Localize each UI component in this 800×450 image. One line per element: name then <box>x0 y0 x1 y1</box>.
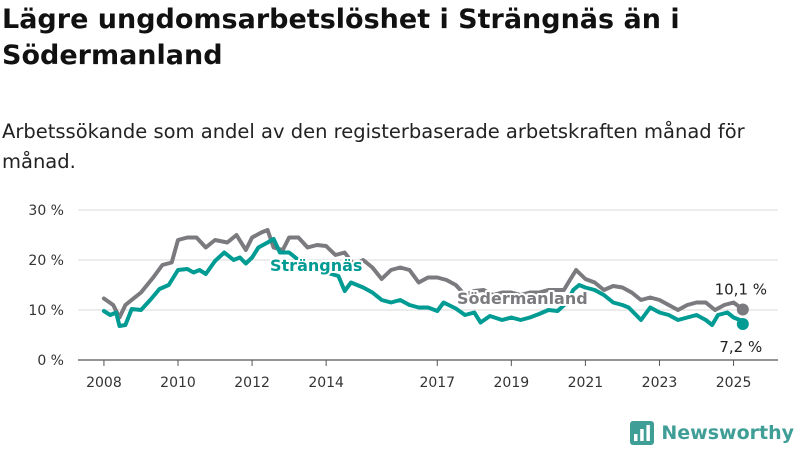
series-label-sodermanland: Södermanland <box>457 289 588 308</box>
series-label-strangnas: Strängnäs <box>270 256 362 275</box>
x-tick-label: 2008 <box>86 375 122 391</box>
x-tick-label: 2021 <box>568 375 604 391</box>
y-tick-label: 20 % <box>28 253 64 269</box>
y-tick-label: 30 % <box>28 203 64 219</box>
x-axis-ticks: 2008 2010 2012 2014 2017 2019 2021 2023 2025 <box>86 360 751 391</box>
x-tick-label: 2014 <box>308 375 344 391</box>
bar-chart-logo-icon <box>630 421 655 445</box>
gridlines <box>78 209 778 361</box>
end-label-sodermanland: 10,1 % <box>715 281 767 299</box>
series-lines <box>101 228 749 330</box>
x-tick-label: 2012 <box>234 375 270 391</box>
brand-name: Newsworthy <box>661 422 794 444</box>
series-line-sodermanland <box>101 228 745 320</box>
x-tick-label: 2023 <box>642 375 678 391</box>
x-tick-label: 2010 <box>160 375 196 391</box>
y-tick-label: 10 % <box>28 303 64 319</box>
x-tick-label: 2019 <box>494 375 530 391</box>
y-axis-ticks: 0 % 10 % 20 % 30 % <box>28 203 64 369</box>
newsworthy-brand: Newsworthy <box>630 419 794 447</box>
y-tick-label: 0 % <box>37 353 64 369</box>
end-point-strangnas <box>736 318 749 330</box>
x-tick-label: 2025 <box>716 375 752 391</box>
series-labels: Strängnäs Södermanland 10,1 % 7,2 % <box>268 254 769 358</box>
chart-subtitle: Arbetssökande som andel av den registerb… <box>2 120 745 173</box>
line-chart: 0 % 10 % 20 % 30 % 2008 2010 2012 2014 2017 2019… <box>28 203 778 391</box>
end-label-strangnas: 7,2 % <box>719 338 762 356</box>
x-tick-label: 2017 <box>419 375 455 391</box>
end-point-sodermanland <box>736 303 749 316</box>
chart-title: Lägre ungdomsarbetslöshet i Strängnäs än… <box>2 4 680 71</box>
series-line-strangnas <box>101 237 745 328</box>
